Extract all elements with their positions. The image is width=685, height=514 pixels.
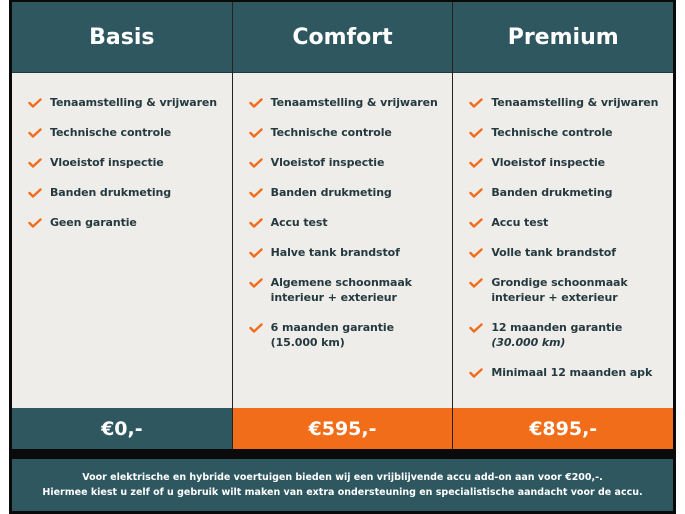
check-icon bbox=[469, 157, 484, 168]
check-icon bbox=[28, 127, 42, 138]
feature-text: Halve tank brandstof bbox=[270, 246, 400, 259]
feature-item: Accu test bbox=[248, 215, 453, 230]
feature-text: Geen garantie bbox=[50, 216, 137, 229]
check-icon bbox=[28, 157, 42, 168]
pricing-table: Basis Tenaamstelling & vrijwaren Technisch… bbox=[12, 2, 674, 449]
plan-comfort: Comfort Tenaamstelling & vrijwaren Technis… bbox=[232, 2, 454, 449]
feature-text: 6 maanden garantie bbox=[270, 321, 394, 334]
feature-item: Banden drukmeting bbox=[248, 185, 453, 200]
check-icon bbox=[248, 322, 263, 333]
check-icon bbox=[28, 97, 42, 108]
feature-text: Tenaamstelling & vrijwaren bbox=[270, 96, 438, 109]
feature-text: Banden drukmeting bbox=[50, 186, 172, 199]
feature-text: Banden drukmeting bbox=[491, 186, 613, 199]
check-icon bbox=[28, 217, 42, 228]
plan-title: Comfort bbox=[232, 2, 453, 73]
feature-text: Vloeistof inspectie bbox=[50, 156, 164, 169]
feature-text: Volle tank brandstof bbox=[491, 246, 616, 259]
feature-item: Algemene schoonmaak interieur + exterieur bbox=[248, 275, 453, 305]
check-icon bbox=[248, 277, 263, 288]
feature-text: Accu test bbox=[491, 216, 549, 229]
feature-subtext: (30.000 km) bbox=[491, 336, 566, 349]
check-icon bbox=[248, 157, 263, 168]
feature-text: Vloeistof inspectie bbox=[270, 156, 385, 169]
plan-premium: Premium Tenaamstelling & vrijwaren Technis… bbox=[453, 2, 674, 449]
feature-text: 12 maanden garantie bbox=[491, 321, 623, 334]
feature-subtext: interieur + exterieur bbox=[491, 291, 618, 304]
plan-title: Basis bbox=[12, 2, 232, 73]
plan-price: €895,- bbox=[453, 408, 674, 449]
feature-item: 6 maanden garantie (15.000 km) bbox=[248, 320, 453, 350]
check-icon bbox=[248, 247, 263, 258]
footer-line-1: Voor elektrische en hybride voertuigen b… bbox=[82, 472, 603, 483]
feature-item: Volle tank brandstof bbox=[469, 245, 673, 260]
feature-text: Accu test bbox=[270, 216, 328, 229]
feature-item: Vloeistof inspectie bbox=[28, 155, 232, 170]
plan-basis: Basis Tenaamstelling & vrijwaren Technisch… bbox=[12, 2, 233, 449]
check-icon bbox=[469, 187, 484, 198]
feature-item: Tenaamstelling & vrijwaren bbox=[28, 95, 232, 110]
feature-item: 12 maanden garantie (30.000 km) bbox=[469, 320, 673, 350]
check-icon bbox=[248, 217, 263, 228]
plan-features: Tenaamstelling & vrijwaren Technische con… bbox=[12, 73, 232, 408]
feature-item: Banden drukmeting bbox=[469, 185, 673, 200]
check-icon bbox=[28, 187, 42, 198]
feature-item: Tenaamstelling & vrijwaren bbox=[469, 95, 673, 110]
check-icon bbox=[469, 217, 484, 228]
feature-text: Technische controle bbox=[491, 126, 613, 139]
feature-subtext: (15.000 km) bbox=[270, 336, 345, 349]
feature-item: Technische controle bbox=[248, 125, 453, 140]
check-icon bbox=[469, 127, 484, 138]
check-icon bbox=[469, 367, 484, 378]
footer-line-2: Hiermee kiest u zelf of u gebruik wilt m… bbox=[42, 487, 643, 498]
plan-price: €0,- bbox=[12, 408, 232, 449]
feature-item: Minimaal 12 maanden apk bbox=[469, 365, 673, 380]
feature-item: Geen garantie bbox=[28, 215, 232, 230]
feature-item: Banden drukmeting bbox=[28, 185, 232, 200]
feature-item: Tenaamstelling & vrijwaren bbox=[248, 95, 453, 110]
feature-text: Grondige schoonmaak bbox=[491, 276, 628, 289]
check-icon bbox=[469, 97, 484, 108]
plan-price: €595,- bbox=[232, 408, 453, 449]
footer-note: Voor elektrische en hybride voertuigen b… bbox=[12, 459, 673, 511]
feature-subtext: interieur + exterieur bbox=[270, 291, 397, 304]
feature-item: Vloeistof inspectie bbox=[248, 155, 453, 170]
feature-item: Technische controle bbox=[469, 125, 673, 140]
check-icon bbox=[248, 127, 263, 138]
feature-text: Minimaal 12 maanden apk bbox=[491, 366, 653, 379]
check-icon bbox=[469, 247, 484, 258]
feature-text: Algemene schoonmaak bbox=[270, 276, 412, 289]
feature-item: Vloeistof inspectie bbox=[469, 155, 673, 170]
plan-features: Tenaamstelling & vrijwaren Technische con… bbox=[453, 73, 674, 408]
feature-text: Banden drukmeting bbox=[270, 186, 392, 199]
check-icon bbox=[248, 97, 263, 108]
feature-text: Vloeistof inspectie bbox=[491, 156, 605, 169]
check-icon bbox=[469, 322, 484, 333]
feature-item: Halve tank brandstof bbox=[248, 245, 453, 260]
plan-features: Tenaamstelling & vrijwaren Technische con… bbox=[232, 73, 453, 408]
feature-item: Grondige schoonmaak interieur + exterieur bbox=[469, 275, 673, 305]
feature-text: Technische controle bbox=[270, 126, 392, 139]
feature-text: Technische controle bbox=[50, 126, 172, 139]
feature-item: Technische controle bbox=[28, 125, 232, 140]
check-icon bbox=[469, 277, 484, 288]
feature-text: Tenaamstelling & vrijwaren bbox=[491, 96, 659, 109]
feature-item: Accu test bbox=[469, 215, 673, 230]
feature-text: Tenaamstelling & vrijwaren bbox=[50, 96, 218, 109]
check-icon bbox=[248, 187, 263, 198]
plan-title: Premium bbox=[453, 2, 674, 73]
